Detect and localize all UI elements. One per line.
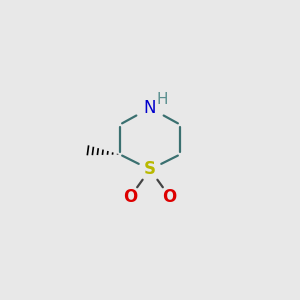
Text: S: S [144,160,156,178]
Text: H: H [157,92,168,107]
Text: N: N [144,99,156,117]
Text: O: O [123,188,138,206]
Text: O: O [162,188,177,206]
